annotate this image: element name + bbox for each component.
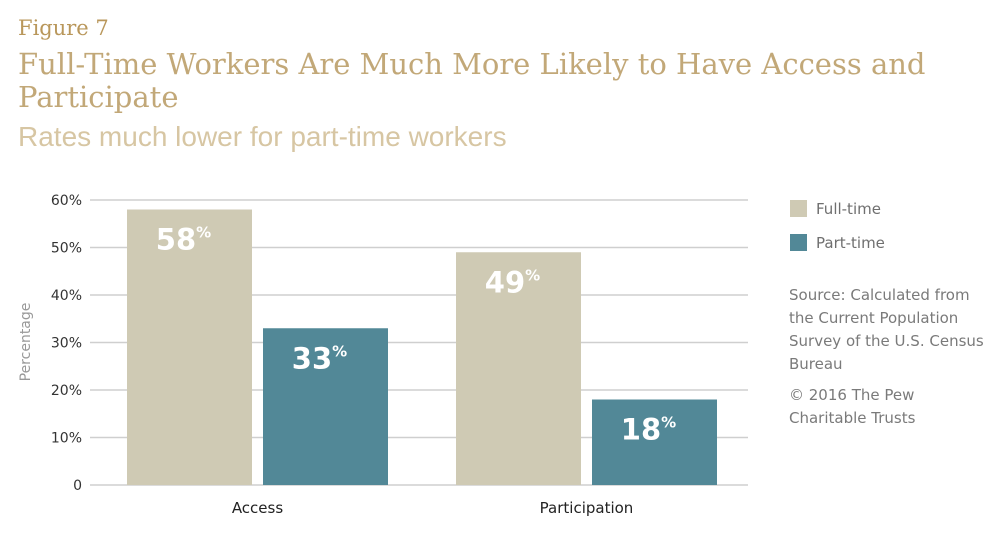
- chart-subtitle: Rates much lower for part-time workers: [18, 121, 507, 152]
- legend-item-part-time: Part-time: [790, 233, 885, 252]
- bar-part-time-participation: [592, 399, 717, 485]
- x-tick-label: Participation: [540, 499, 634, 517]
- y-tick-label: 40%: [51, 288, 82, 304]
- bar-part-time-access: [263, 328, 388, 485]
- source-note: Source: Calculated from the Current Popu…: [789, 286, 984, 373]
- legend-swatch: [790, 234, 807, 251]
- y-tick-label: 50%: [51, 241, 82, 257]
- y-tick-label: 60%: [51, 193, 82, 209]
- legend-swatch: [790, 200, 807, 217]
- copyright-note: © 2016 The Pew Charitable Trusts: [789, 386, 916, 427]
- figure-label: Figure 7: [18, 16, 109, 40]
- legend-label: Full-time: [816, 199, 881, 218]
- bar-full-time-access: [127, 209, 252, 485]
- bar-full-time-participation: [456, 252, 581, 485]
- legend: Full-time Part-time: [790, 200, 885, 268]
- y-tick-label: 20%: [51, 383, 82, 399]
- y-tick-label: 10%: [51, 431, 82, 447]
- y-axis-label: Percentage: [18, 303, 34, 382]
- chart-title: Full-Time Workers Are Much More Likely t…: [18, 47, 926, 114]
- legend-item-full-time: Full-time: [790, 199, 885, 218]
- y-tick-label: 0: [73, 478, 82, 494]
- legend-label: Part-time: [816, 233, 885, 252]
- y-tick-label: 30%: [51, 336, 82, 352]
- x-tick-label: Access: [232, 499, 284, 517]
